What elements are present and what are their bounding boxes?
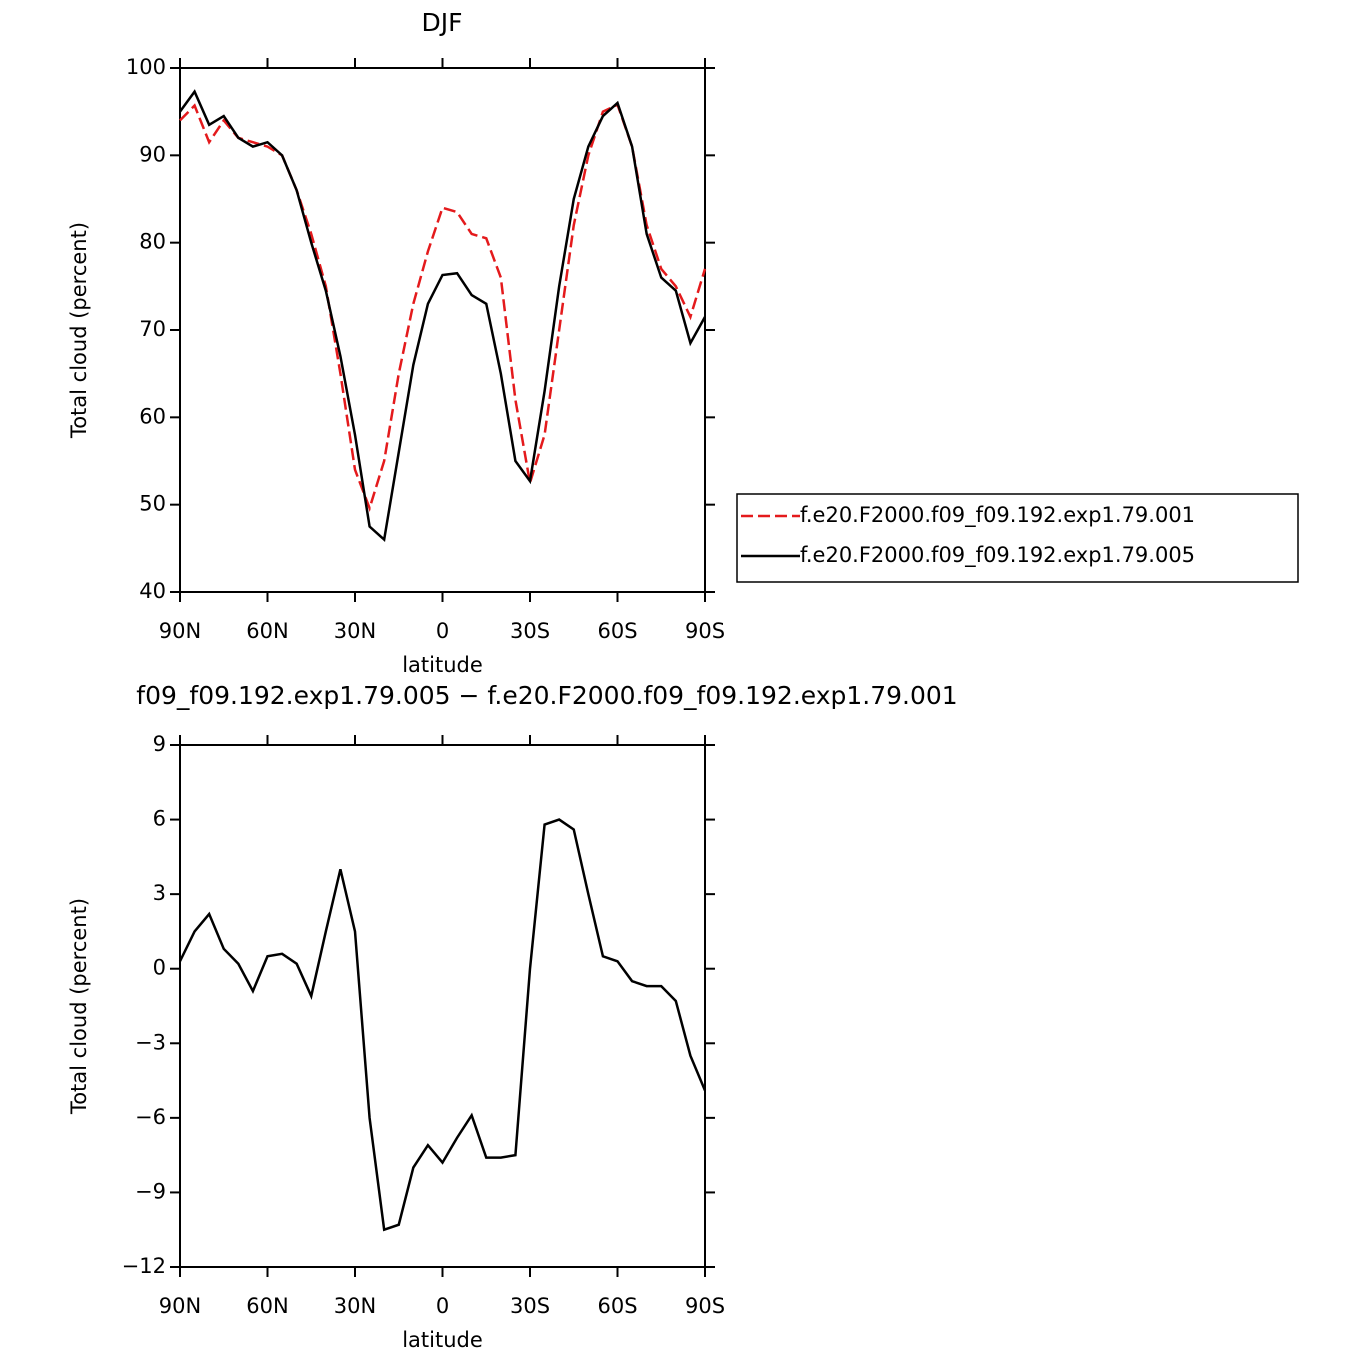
plot-frame: [179, 67, 706, 593]
x-tick-label: 90S: [685, 1294, 725, 1318]
y-axis-label: Total cloud (percent): [67, 898, 91, 1115]
legend-box: [736, 493, 1299, 583]
y-tick-label: 60: [139, 404, 166, 428]
data-line: [178, 818, 707, 1232]
y-tick-label: 9: [153, 732, 166, 756]
data-line: [179, 102, 707, 513]
y-tick-label: 6: [153, 807, 166, 831]
x-tick-label: 30N: [334, 619, 376, 643]
y-tick-label: 3: [153, 881, 166, 905]
y-tick-label: −12: [122, 1254, 166, 1278]
y-tick-label: −6: [135, 1105, 166, 1129]
x-tick-label: 60N: [246, 619, 288, 643]
legend-label: f.e20.F2000.f09_f09.192.exp1.79.001: [800, 503, 1195, 528]
x-tick-label: 60S: [597, 1294, 637, 1318]
x-tick-label: 60S: [597, 619, 637, 643]
y-tick-label: −9: [135, 1179, 166, 1203]
x-tick-label: 90S: [685, 619, 725, 643]
y-tick-label: −3: [135, 1030, 166, 1054]
data-line: [178, 89, 707, 543]
x-tick-label: 30N: [334, 1294, 376, 1318]
y-tick-label: 40: [139, 579, 166, 603]
x-tick-label: 0: [436, 619, 449, 643]
x-axis-label: latitude: [402, 1328, 483, 1352]
chart-title: f09_f09.192.exp1.79.005 − f.e20.F2000.f0…: [136, 681, 957, 710]
chart-title: DJF: [421, 8, 462, 37]
x-tick-label: 90N: [159, 1294, 201, 1318]
x-tick-label: 90N: [159, 619, 201, 643]
y-tick-label: 80: [139, 230, 166, 254]
y-tick-label: 0: [153, 956, 166, 980]
y-tick-label: 50: [139, 492, 166, 516]
x-tick-label: 30S: [510, 619, 550, 643]
y-axis-label: Total cloud (percent): [67, 222, 91, 439]
x-tick-label: 30S: [510, 1294, 550, 1318]
plot-frame: [179, 744, 706, 1268]
x-axis-label: latitude: [402, 653, 483, 677]
y-tick-label: 100: [126, 55, 166, 79]
legend-label: f.e20.F2000.f09_f09.192.exp1.79.005: [800, 543, 1195, 568]
y-tick-label: 70: [139, 317, 166, 341]
x-tick-label: 60N: [246, 1294, 288, 1318]
x-tick-label: 0: [436, 1294, 449, 1318]
y-tick-label: 90: [139, 142, 166, 166]
